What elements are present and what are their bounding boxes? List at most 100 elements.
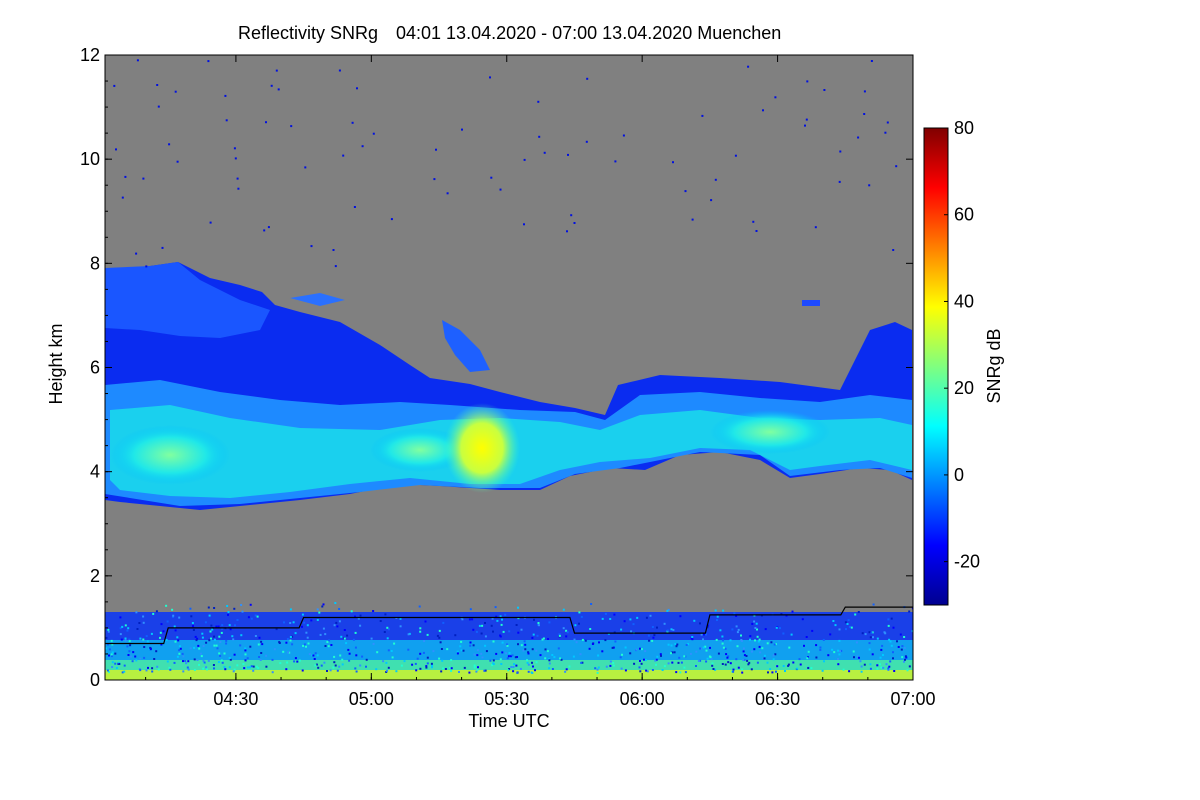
speckle [419,630,422,633]
speckle [205,666,208,669]
sky-noise-pixel [334,265,337,268]
speckle [252,665,255,668]
speckle [531,636,534,639]
speckle [468,618,471,621]
sky-noise-pixel [361,145,364,148]
speckle [652,636,655,639]
speckle [146,640,149,643]
speckle [379,620,382,622]
speckle [370,637,373,640]
speckle [375,668,378,671]
sky-noise-pixel [136,59,139,62]
speckle [213,644,216,647]
speckle [630,630,633,633]
speckle [717,652,720,655]
sky-noise-pixel [275,69,278,72]
speckle [223,652,226,655]
speckle [108,648,111,651]
speckle [110,639,113,642]
speckle [236,619,239,621]
sky-noise-pixel [209,221,212,224]
sky-noise-pixel [304,166,307,169]
speckle [343,637,346,640]
speckle [176,655,179,658]
sky-noise-pixel [499,188,502,191]
speckle [244,649,247,652]
chart-title: Reflectivity SNRg [238,23,378,43]
speckle [305,645,307,648]
speckle [179,647,182,650]
speckle [675,645,678,648]
speckle [833,651,836,654]
speckle [663,665,666,668]
speckle [491,664,494,667]
sky-noise-pixel [734,154,737,157]
speckle [436,634,439,637]
speckle [842,668,845,671]
speckle [868,631,871,634]
sky-noise-pixel [263,229,266,232]
speckle [580,615,583,618]
boundary-layer-speckles [105,59,913,674]
speckle [656,655,659,658]
speckle [387,649,390,652]
speckle [612,646,615,649]
speckle [292,621,295,624]
speckle [441,659,444,662]
speckle [810,667,813,670]
sky-noise-pixel [351,121,354,124]
sky-noise-pixel [390,218,393,221]
speckle [231,635,234,638]
speckle [801,618,804,621]
speckle [484,635,487,638]
speckle [287,651,290,654]
speckle [815,644,818,647]
speckle [597,654,600,657]
speckle [338,665,341,668]
speckle [182,670,185,673]
speckle [787,663,790,666]
speckle [123,670,126,673]
speckle [667,643,670,646]
speckle [834,624,837,627]
speckle [224,668,227,671]
speckle [684,671,687,674]
speckle [527,663,530,666]
speckle [771,671,774,674]
speckle [548,662,551,665]
speckle [354,667,357,670]
speckle [426,662,429,665]
speckle [416,657,419,660]
speckle [729,662,732,665]
speckle [461,618,464,621]
speckle [254,635,257,637]
speckle [758,638,761,641]
speckle [520,628,523,631]
speckle [286,638,289,640]
speckle [111,651,114,654]
speckle [249,645,252,648]
speckle [227,611,230,613]
speckle [500,623,503,626]
speckle [217,661,220,663]
sky-noise-pixel [142,177,145,180]
speckle [134,655,137,658]
speckle [110,653,113,656]
speckle [887,668,890,671]
speckle [480,652,483,655]
cloud-core-right [710,410,830,454]
colorbar-gradient [923,127,949,606]
sky-noise-pixel [823,89,826,91]
speckle [837,663,840,666]
speckle [776,665,779,668]
speckle [322,627,325,630]
speckle [695,665,697,667]
speckle [790,633,793,636]
speckle [160,623,163,626]
speckle [339,654,342,657]
speckle [193,658,196,661]
speckle [217,625,220,628]
speckle [442,621,445,624]
speckle [846,623,849,625]
speckle [838,639,841,642]
